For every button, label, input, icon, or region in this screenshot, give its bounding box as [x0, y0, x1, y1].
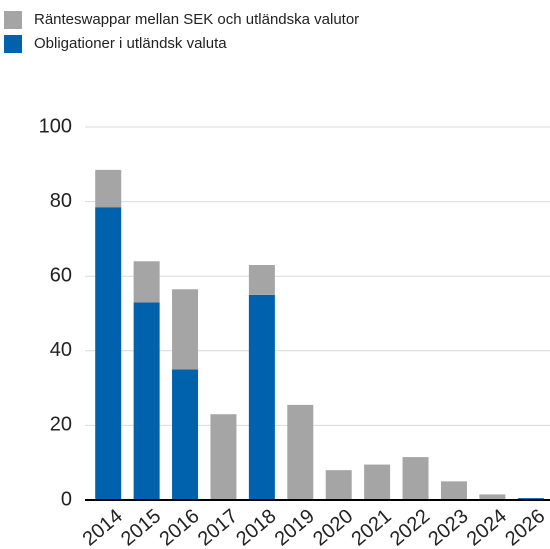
- x-tick-label: 2019: [271, 505, 319, 549]
- bar-segment: [440, 481, 467, 500]
- y-tick-label: 80: [50, 190, 72, 212]
- bar-segment: [210, 414, 237, 500]
- bar-segment: [248, 265, 275, 295]
- x-tick-label: 2026: [501, 505, 549, 549]
- x-tick-label: 2018: [232, 505, 280, 549]
- legend-swatch: [4, 35, 22, 53]
- legend-swatch: [4, 11, 22, 29]
- x-tick-label: 2016: [155, 505, 203, 549]
- bar-segment: [479, 494, 506, 500]
- legend-label: Ränteswappar mellan SEK och utländska va…: [34, 11, 359, 28]
- bar-segment: [133, 261, 160, 303]
- bar-segment: [287, 404, 314, 500]
- y-tick-label: 20: [50, 414, 72, 436]
- bar-segment: [95, 169, 122, 208]
- x-tick-label: 2017: [194, 505, 242, 549]
- y-tick-label: 100: [39, 115, 72, 137]
- bar-segment: [172, 369, 199, 500]
- y-tick-label: 40: [50, 339, 72, 361]
- x-tick-label: 2014: [79, 505, 127, 549]
- bar-segment: [95, 207, 122, 500]
- x-tick-label: 2023: [424, 505, 472, 549]
- bar-segment: [364, 464, 391, 500]
- bar-segment: [133, 302, 160, 500]
- legend-label: Obligationer i utländsk valuta: [34, 35, 227, 52]
- x-tick-label: 2024: [463, 505, 511, 549]
- bar-segment: [248, 294, 275, 500]
- y-tick-label: 60: [50, 264, 72, 286]
- y-tick-label: 0: [61, 488, 72, 510]
- bar-segment: [402, 457, 429, 500]
- bar-segment: [172, 289, 199, 370]
- x-tick-label: 2020: [309, 505, 357, 549]
- x-tick-label: 2015: [117, 505, 165, 549]
- bar-segment: [325, 470, 352, 500]
- x-tick-label: 2022: [386, 505, 434, 549]
- x-tick-label: 2021: [348, 505, 396, 549]
